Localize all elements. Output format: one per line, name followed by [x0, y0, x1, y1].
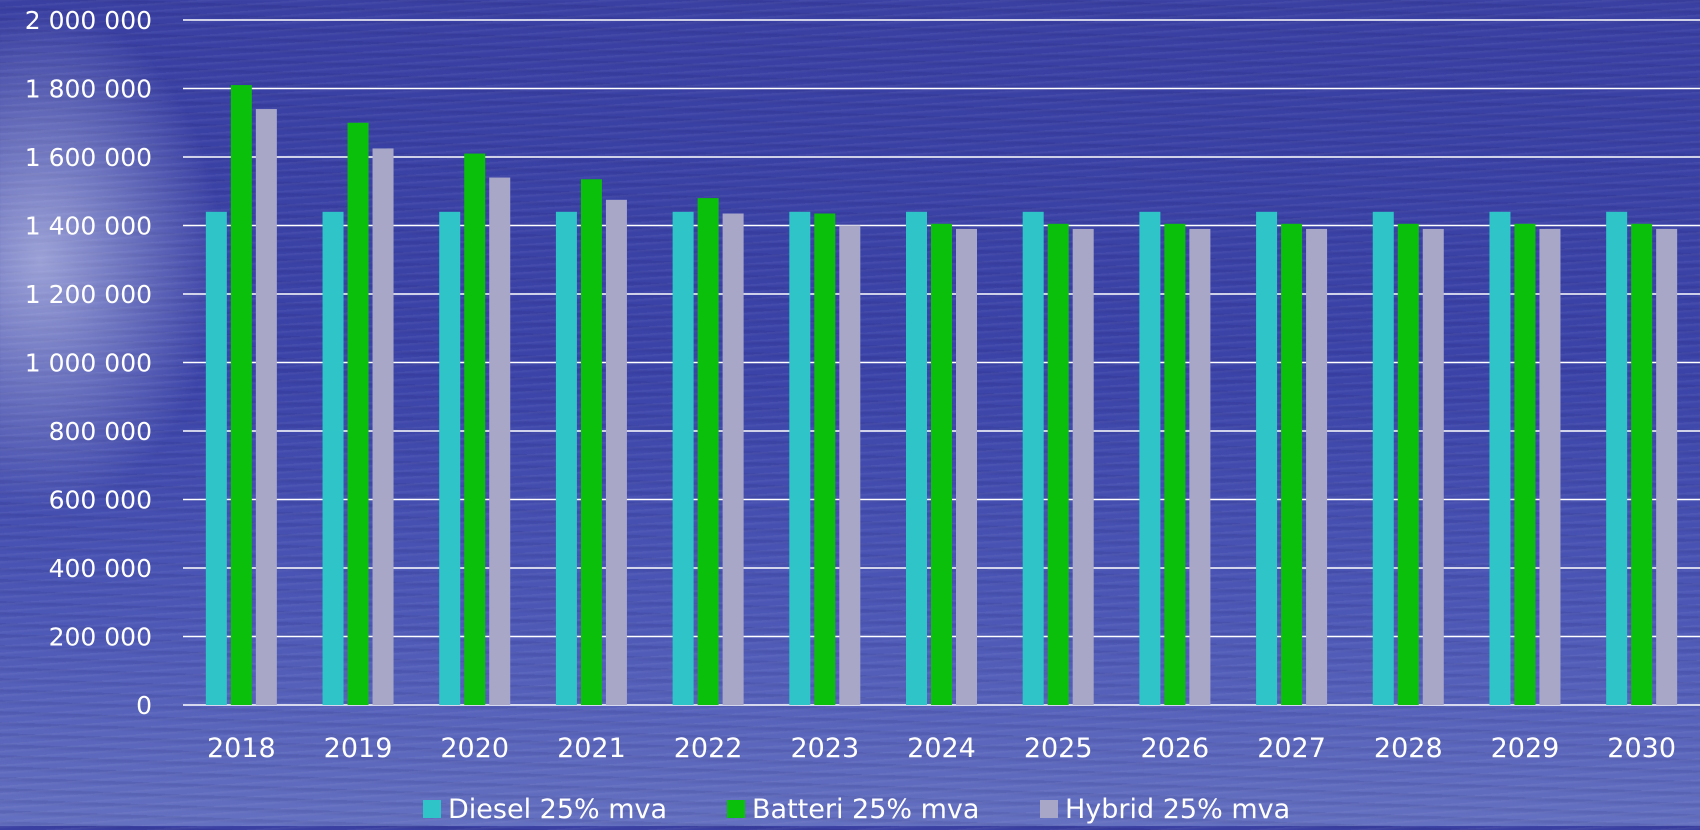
x-tick-label: 2030 — [1607, 733, 1676, 764]
bar-batteri-2029 — [1514, 223, 1536, 705]
bars — [205, 85, 1678, 706]
bar-batteri-2020 — [464, 153, 486, 705]
y-axis-tick-labels: 0 200 000 400 000 600 000 800 000 1 000 000 1 … — [25, 6, 152, 720]
bar-diesel-2029 — [1489, 211, 1511, 706]
y-tick-label: 200 000 — [49, 623, 152, 652]
bar-diesel-2025 — [1022, 211, 1044, 706]
bar-diesel-2023 — [789, 211, 811, 706]
legend-swatch-hybrid — [1040, 800, 1058, 818]
bar-diesel-2026 — [1139, 211, 1161, 706]
y-tick-label: 0 — [136, 691, 152, 720]
x-tick-label: 2026 — [1141, 733, 1210, 764]
bar-batteri-2019 — [347, 122, 369, 705]
bar-hybrid-2019 — [372, 148, 394, 705]
bar-batteri-2030 — [1631, 223, 1653, 705]
bar-diesel-2019 — [322, 211, 344, 706]
bar-hybrid-2023 — [839, 225, 861, 705]
bar-batteri-2027 — [1281, 223, 1303, 705]
y-tick-label: 2 000 000 — [25, 6, 152, 35]
bar-hybrid-2021 — [605, 199, 627, 705]
y-tick-label: 400 000 — [49, 554, 152, 583]
bar-hybrid-2029 — [1539, 228, 1561, 706]
legend-swatch-diesel — [423, 800, 441, 818]
bar-batteri-2022 — [697, 198, 719, 705]
legend-label-diesel: Diesel 25% mva — [448, 794, 667, 825]
bar-batteri-2028 — [1397, 223, 1419, 705]
bar-batteri-2024 — [931, 223, 952, 705]
x-tick-label: 2018 — [207, 733, 276, 764]
bar-diesel-2022 — [672, 211, 694, 706]
y-tick-label: 1 000 000 — [25, 349, 152, 378]
bar-diesel-2028 — [1372, 211, 1394, 706]
x-tick-label: 2022 — [674, 733, 743, 764]
x-tick-label: 2028 — [1374, 733, 1443, 764]
x-tick-label: 2025 — [1024, 733, 1093, 764]
y-tick-label: 600 000 — [49, 486, 152, 515]
x-tick-label: 2029 — [1491, 733, 1560, 764]
bar-batteri-2018 — [230, 85, 252, 705]
legend-swatch-batteri — [727, 800, 745, 818]
x-tick-label: 2019 — [324, 733, 393, 764]
bar-batteri-2025 — [1047, 223, 1069, 705]
bar-hybrid-2030 — [1656, 228, 1678, 706]
bar-batteri-2026 — [1164, 223, 1186, 705]
bar-hybrid-2020 — [489, 177, 511, 706]
bar-batteri-2021 — [580, 179, 602, 705]
x-tick-label: 2024 — [907, 733, 976, 764]
y-tick-label: 1 600 000 — [25, 143, 152, 172]
y-tick-label: 800 000 — [49, 417, 152, 446]
legend-label-batteri: Batteri 25% mva — [752, 794, 979, 825]
bar-hybrid-2022 — [722, 213, 744, 705]
bar-hybrid-2028 — [1422, 228, 1444, 706]
bar-hybrid-2024 — [956, 228, 977, 706]
bar-diesel-2030 — [1606, 211, 1628, 706]
bar-batteri-2023 — [814, 213, 836, 705]
bar-hybrid-2027 — [1306, 228, 1328, 706]
bar-diesel-2027 — [1256, 211, 1278, 706]
x-tick-label: 2021 — [557, 733, 626, 764]
y-tick-label: 1 400 000 — [25, 212, 152, 241]
bar-diesel-2018 — [205, 211, 227, 706]
bar-hybrid-2018 — [255, 109, 277, 706]
bar-diesel-2020 — [439, 211, 461, 706]
y-tick-label: 1 200 000 — [25, 280, 152, 309]
legend: Diesel 25% mva Batteri 25% mva Hybrid 25% … — [423, 794, 1290, 825]
bar-diesel-2021 — [555, 211, 577, 706]
bar-hybrid-2025 — [1072, 228, 1094, 706]
legend-label-hybrid: Hybrid 25% mva — [1065, 794, 1290, 825]
bar-diesel-2024 — [906, 211, 927, 706]
x-tick-label: 2027 — [1257, 733, 1326, 764]
bar-hybrid-2026 — [1189, 228, 1211, 706]
y-tick-label: 1 800 000 — [25, 75, 152, 104]
x-axis-tick-labels: 2018 2019 2020 2021 2022 2023 2024 2025 2026 2027… — [207, 733, 1676, 764]
x-tick-label: 2023 — [790, 733, 859, 764]
x-tick-label: 2020 — [440, 733, 509, 764]
